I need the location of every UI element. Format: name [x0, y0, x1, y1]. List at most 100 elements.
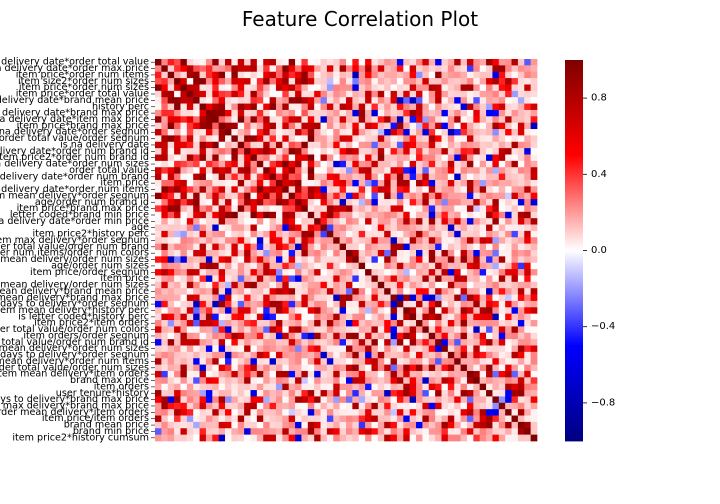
heatmap-cell — [263, 90, 270, 98]
heatmap-cell — [307, 211, 315, 219]
heatmap-cell — [505, 135, 512, 143]
heatmap-cell — [155, 97, 162, 104]
heatmap-cell — [422, 434, 430, 442]
heatmap-cell — [428, 345, 436, 353]
heatmap-cell — [441, 326, 449, 334]
heatmap-cell — [333, 141, 340, 149]
heatmap-cell — [365, 109, 372, 117]
colorbar-segment — [565, 368, 583, 372]
heatmap-cell — [352, 71, 360, 79]
heatmap-cell — [339, 370, 347, 378]
heatmap-cell — [505, 154, 512, 162]
heatmap-cell — [295, 250, 302, 257]
heatmap-cell — [409, 71, 417, 79]
y-tick-label: order total value/order num brand — [0, 241, 149, 252]
heatmap-cell — [256, 160, 264, 168]
heatmap-cell — [409, 167, 417, 174]
heatmap-cell — [218, 358, 226, 365]
heatmap-cell — [269, 307, 277, 315]
heatmap-cell — [511, 122, 519, 130]
heatmap-cell — [263, 173, 270, 181]
heatmap-cell — [441, 173, 449, 181]
heatmap-cell — [377, 262, 385, 270]
heatmap-cell — [352, 199, 360, 206]
heatmap-cell — [212, 135, 220, 143]
heatmap-cell — [524, 224, 531, 232]
colorbar-segment — [565, 122, 583, 125]
heatmap-cell — [244, 320, 251, 327]
heatmap-cell — [314, 224, 321, 232]
heatmap-cell — [435, 160, 442, 168]
heatmap-cell — [409, 364, 417, 372]
heatmap-cell — [263, 377, 270, 385]
heatmap-cell — [492, 109, 500, 117]
heatmap-cell — [479, 160, 487, 168]
heatmap-cell — [365, 434, 372, 442]
heatmap-cell — [352, 281, 360, 289]
heatmap-cell — [275, 339, 283, 346]
heatmap-cell — [301, 370, 309, 378]
heatmap-cell — [466, 332, 474, 340]
heatmap-cell — [524, 90, 531, 98]
heatmap-cell — [371, 262, 379, 270]
heatmap-cell — [231, 224, 239, 232]
heatmap-cell — [320, 275, 328, 283]
heatmap-cell — [377, 84, 385, 92]
heatmap-cell — [237, 396, 245, 404]
heatmap-cell — [186, 256, 194, 264]
heatmap-cell — [377, 288, 385, 295]
heatmap-cell — [339, 65, 347, 73]
heatmap-cell — [384, 122, 391, 130]
heatmap-cell — [282, 205, 290, 213]
heatmap-cell — [403, 351, 411, 359]
heatmap-cell — [365, 358, 372, 365]
heatmap-cell — [231, 364, 239, 372]
heatmap-cell — [390, 160, 398, 168]
heatmap-cell — [498, 122, 506, 130]
heatmap-cell — [396, 65, 404, 73]
heatmap-cell — [155, 186, 162, 194]
heatmap-cell — [441, 377, 449, 385]
heatmap-cell — [256, 103, 264, 111]
colorbar-segment — [565, 428, 583, 432]
heatmap-cell — [435, 281, 442, 289]
heatmap-cell — [295, 141, 302, 149]
heatmap-cell — [282, 300, 290, 308]
heatmap-cell — [205, 256, 213, 264]
heatmap-cell — [473, 339, 481, 346]
heatmap-cell — [428, 90, 436, 98]
heatmap-cell — [473, 269, 481, 276]
heatmap-cell — [460, 179, 468, 187]
heatmap-cell — [454, 383, 461, 391]
heatmap-cell — [346, 269, 353, 276]
heatmap-cell — [174, 211, 181, 219]
heatmap-cell — [371, 205, 379, 213]
heatmap-cell — [390, 243, 398, 251]
heatmap-cell — [263, 409, 270, 416]
colorbar-segment — [565, 224, 583, 227]
heatmap-cell — [473, 345, 481, 353]
heatmap-cell — [244, 78, 251, 85]
heatmap-cell — [307, 288, 315, 295]
heatmap-cell — [441, 97, 449, 104]
heatmap-cell — [339, 421, 347, 429]
heatmap-cell — [333, 428, 340, 435]
heatmap-cell — [263, 313, 270, 321]
heatmap-cell — [301, 390, 309, 397]
heatmap-cell — [275, 364, 283, 372]
heatmap-cell — [244, 281, 251, 289]
heatmap-cell — [301, 179, 309, 187]
colorbar-segment — [565, 180, 583, 183]
heatmap-cell — [161, 390, 169, 397]
heatmap-cell — [320, 59, 328, 66]
heatmap-cell — [403, 179, 411, 187]
heatmap-cell — [530, 294, 538, 302]
heatmap-cell — [295, 97, 302, 104]
heatmap-cell — [218, 59, 226, 66]
heatmap-cell — [384, 415, 391, 423]
heatmap-cell — [231, 179, 239, 187]
heatmap-cell — [403, 377, 411, 385]
heatmap-cell — [517, 256, 525, 264]
heatmap-cell — [517, 141, 525, 149]
heatmap-cell — [498, 224, 506, 232]
